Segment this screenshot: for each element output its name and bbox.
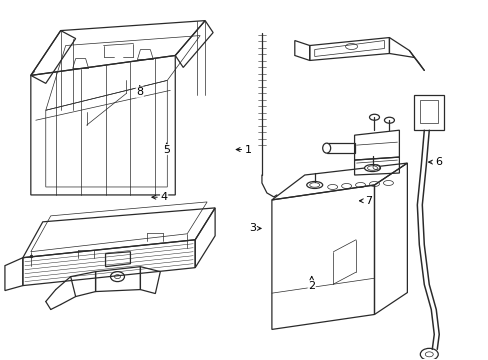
Text: 6: 6: [427, 157, 441, 167]
Ellipse shape: [322, 143, 330, 153]
Text: 1: 1: [236, 144, 251, 154]
Ellipse shape: [369, 114, 379, 120]
Text: 5: 5: [163, 143, 170, 154]
Text: 4: 4: [152, 192, 167, 202]
Ellipse shape: [364, 165, 380, 171]
Text: 2: 2: [307, 276, 315, 291]
Text: 3: 3: [248, 224, 261, 233]
Text: 8: 8: [136, 86, 143, 97]
Text: 7: 7: [359, 196, 371, 206]
Ellipse shape: [384, 117, 394, 123]
Ellipse shape: [306, 181, 322, 189]
